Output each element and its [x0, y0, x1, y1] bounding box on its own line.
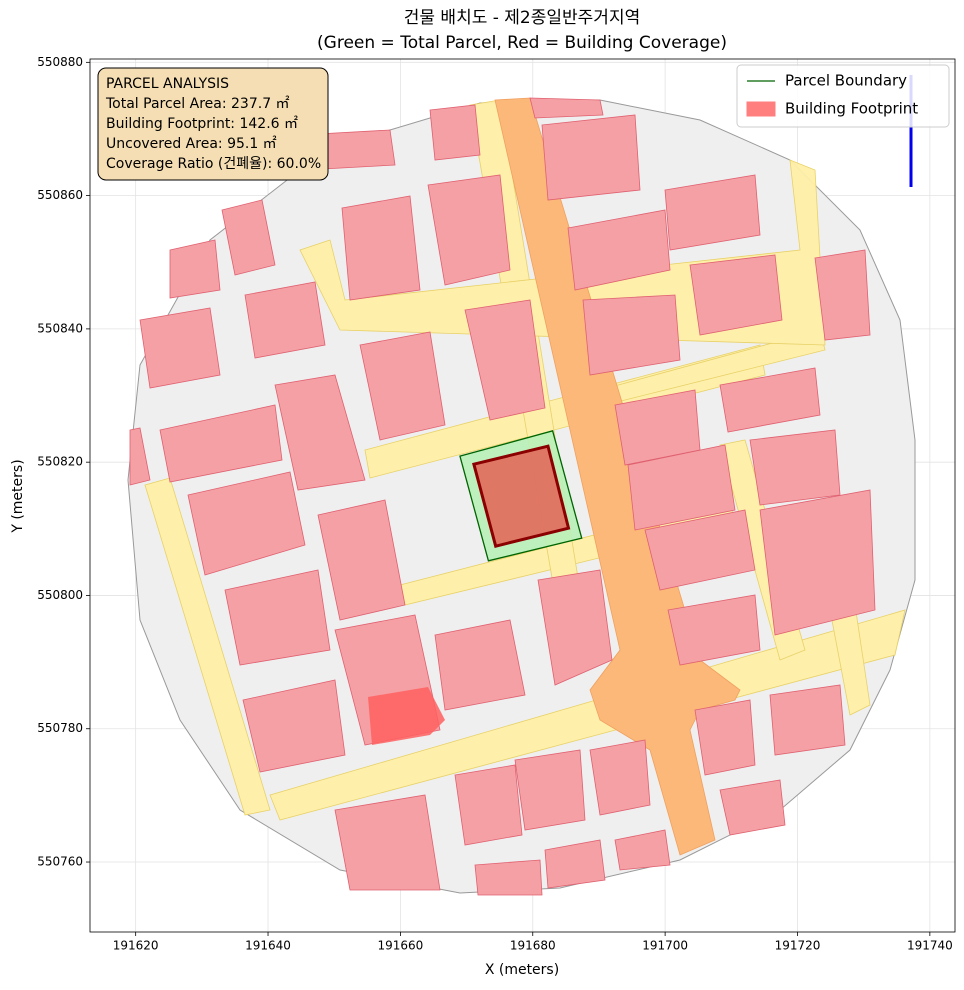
x-axis-label: X (meters) — [485, 962, 559, 978]
x-tick-label: 191680 — [510, 939, 556, 953]
y-tick-label: 550820 — [37, 455, 83, 469]
x-tick-label: 191660 — [377, 939, 423, 953]
y-tick-label: 550860 — [37, 188, 83, 202]
x-tick-label: 191700 — [642, 939, 688, 953]
info-box-line: Uncovered Area: 95.1 ㎡ — [106, 136, 277, 152]
y-axis-label: Y (meters) — [10, 459, 26, 533]
chart-title: 건물 배치도 - 제2종일반주거지역 — [404, 8, 640, 28]
info-box-line: Coverage Ratio (건폐율): 60.0% — [106, 156, 321, 172]
info-box-frame — [97, 67, 329, 181]
data-layer — [459, 430, 583, 562]
main-road — [494, 97, 741, 856]
x-tick-label: 191720 — [775, 939, 821, 953]
info-box-line: Building Footprint: 142.6 ㎡ — [106, 116, 298, 132]
y-tick-label: 550780 — [37, 721, 83, 735]
info-box: PARCEL ANALYSIS Total Parcel Area: 237.7 … — [97, 67, 329, 181]
y-tick-label: 550760 — [37, 855, 83, 869]
info-box-title: PARCEL ANALYSIS — [106, 76, 229, 92]
background-map — [127, 75, 916, 896]
building-footprint — [472, 444, 571, 548]
highlight-building — [368, 687, 445, 745]
y-tick-label: 550880 — [37, 55, 83, 69]
legend: Parcel Boundary Building Footprint — [736, 64, 950, 128]
x-tick-label: 191640 — [245, 939, 291, 953]
chart-subtitle: (Green = Total Parcel, Red = Building Co… — [317, 33, 727, 53]
x-tick-label: 191620 — [113, 939, 159, 953]
legend-label: Parcel Boundary — [785, 72, 907, 90]
legend-frame — [736, 64, 950, 128]
y-tick-label: 550840 — [37, 321, 83, 335]
legend-swatch — [746, 101, 776, 117]
legend-label: Building Footprint — [785, 100, 918, 118]
info-box-line: Total Parcel Area: 237.7 ㎡ — [105, 96, 290, 112]
y-tick-label: 550800 — [37, 588, 83, 602]
neighbor-buildings — [129, 97, 876, 896]
x-tick-label: 191740 — [907, 939, 953, 953]
plot-frame — [89, 58, 956, 933]
